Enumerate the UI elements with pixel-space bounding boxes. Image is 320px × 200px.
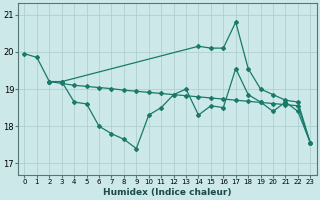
X-axis label: Humidex (Indice chaleur): Humidex (Indice chaleur)	[103, 188, 232, 197]
